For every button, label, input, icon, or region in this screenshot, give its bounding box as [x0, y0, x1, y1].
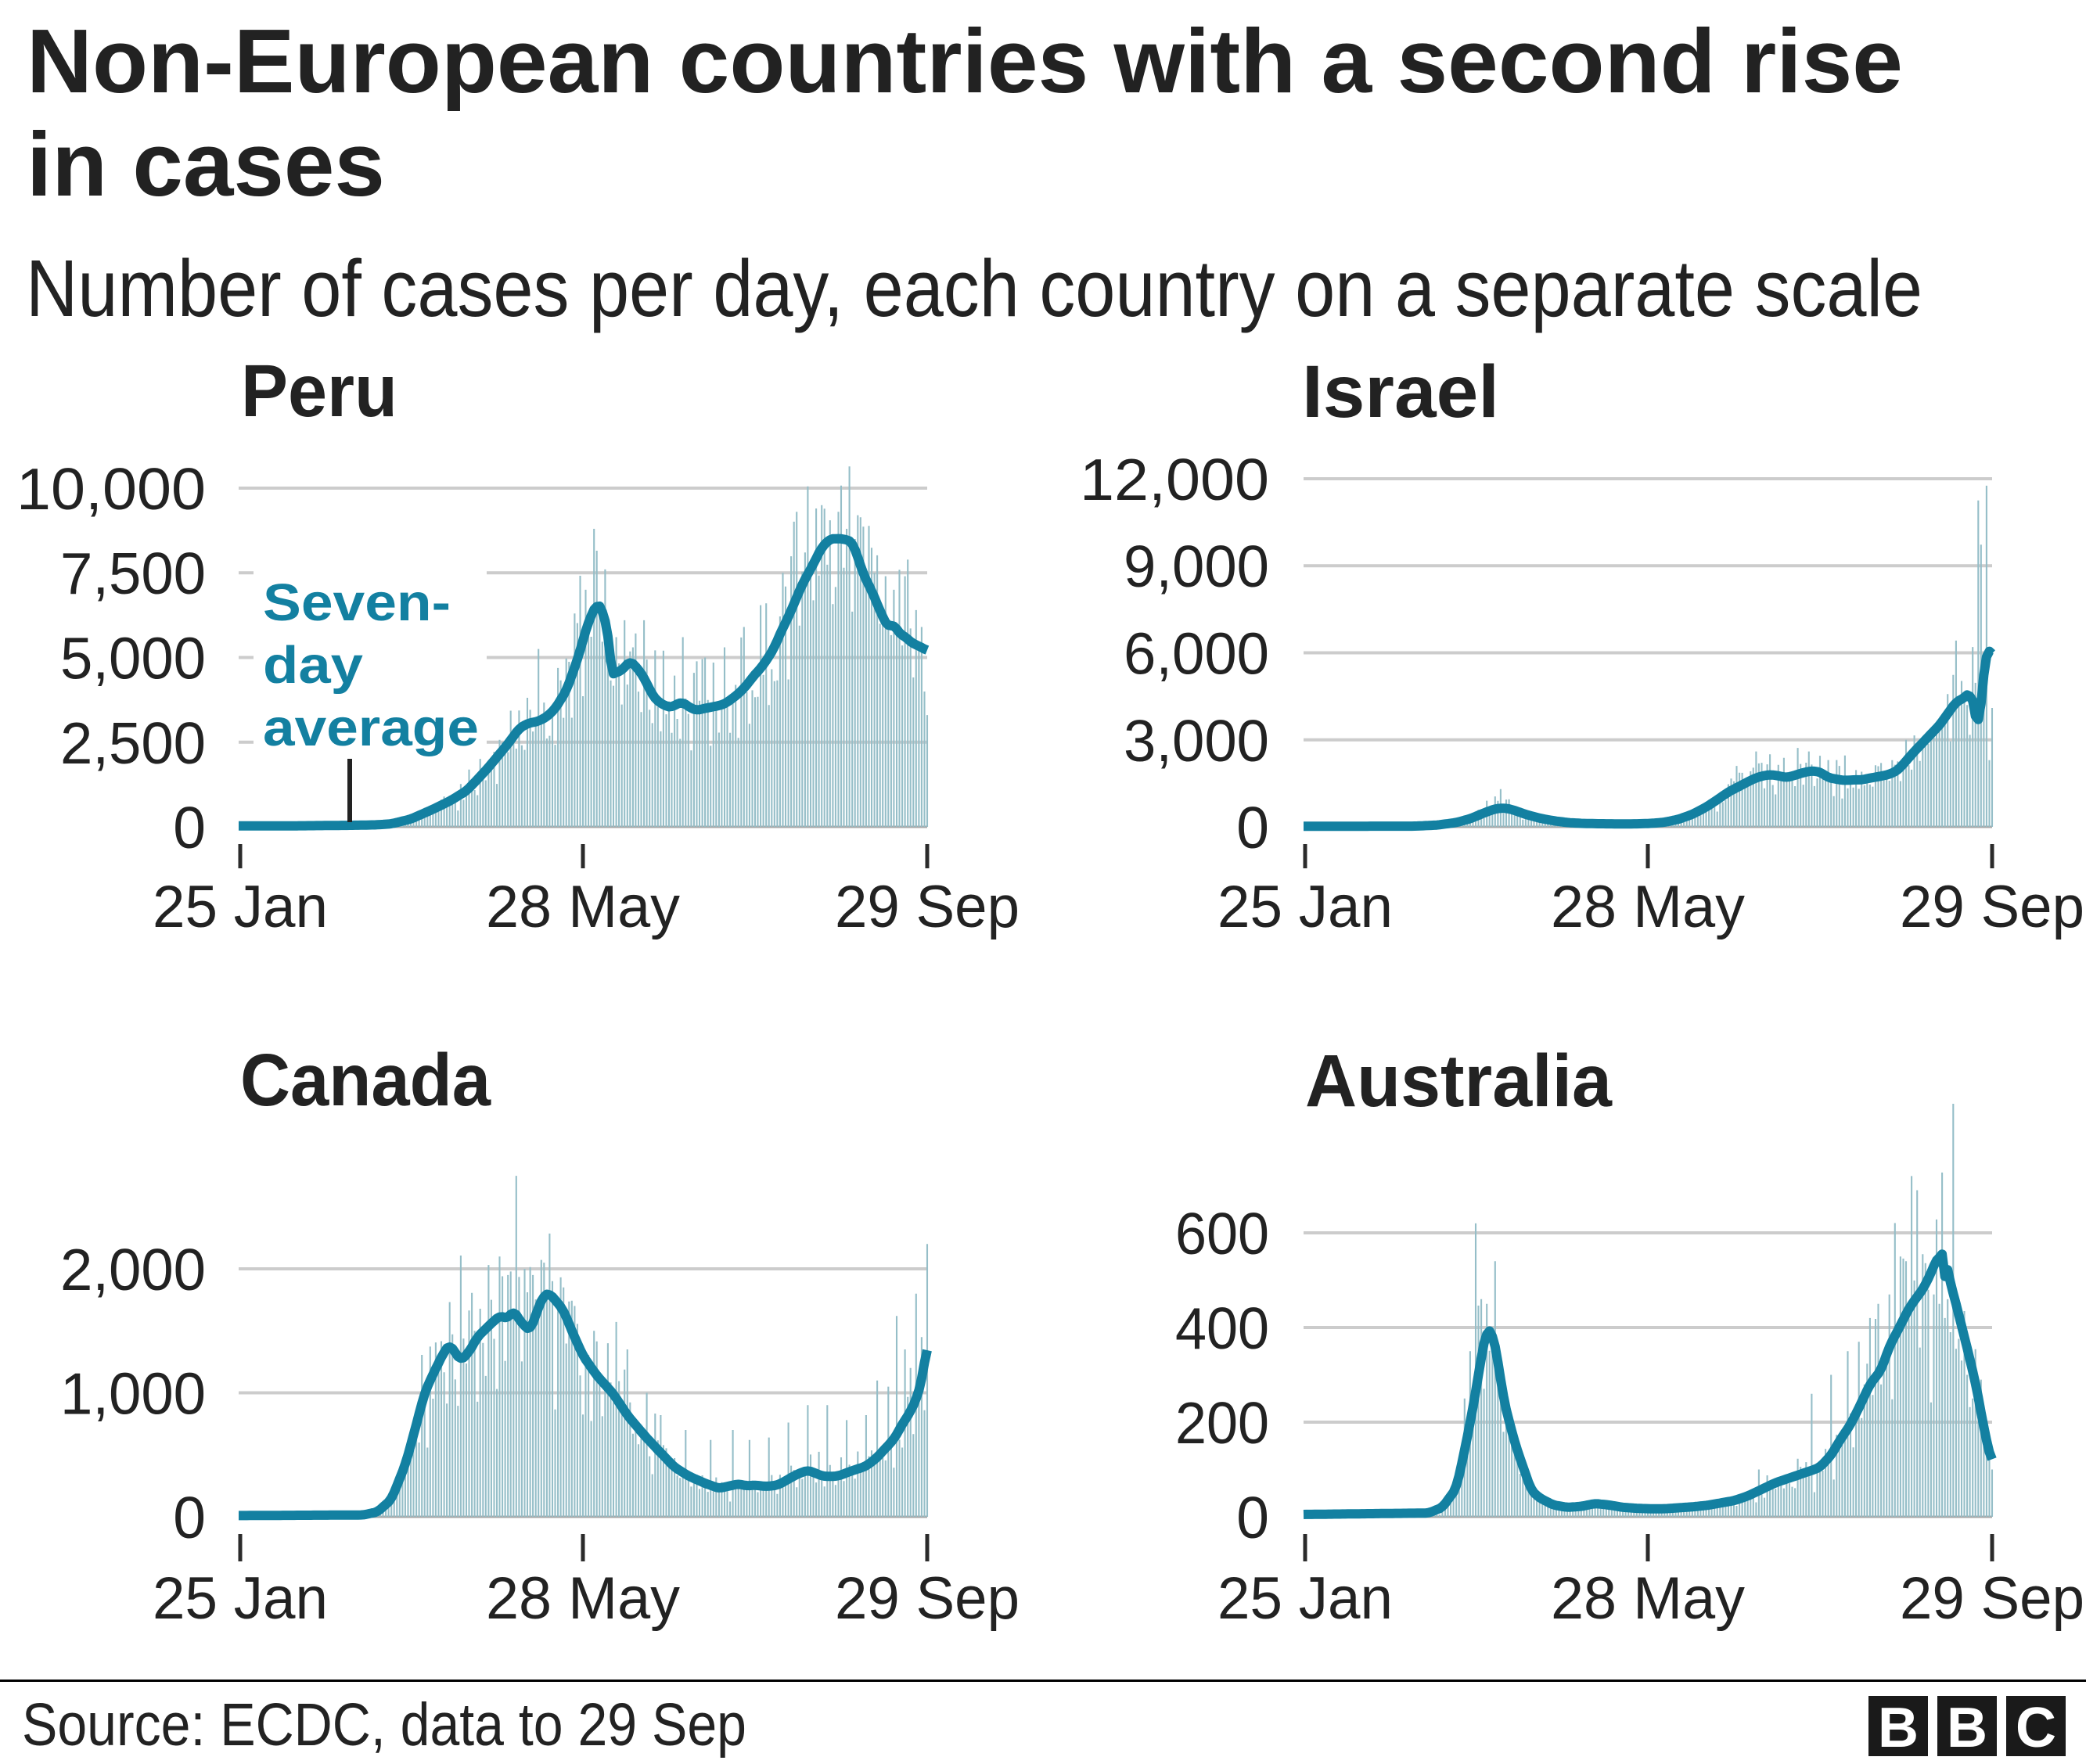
svg-text:28 May: 28 May: [1551, 874, 1745, 940]
svg-text:400: 400: [1175, 1295, 1269, 1361]
svg-text:200: 200: [1175, 1390, 1269, 1456]
svg-text:29 Sep: 29 Sep: [835, 874, 1020, 940]
svg-text:in cases: in cases: [27, 113, 385, 215]
svg-text:day: day: [263, 636, 363, 695]
svg-text:1,000: 1,000: [60, 1361, 206, 1427]
svg-text:25 Jan: 25 Jan: [1217, 874, 1393, 940]
svg-text:7,500: 7,500: [60, 541, 206, 606]
svg-text:0: 0: [173, 795, 206, 860]
svg-text:2,500: 2,500: [60, 710, 206, 776]
svg-text:Israel: Israel: [1302, 350, 1499, 433]
svg-text:B: B: [1947, 1697, 1987, 1759]
svg-text:average: average: [263, 699, 479, 757]
svg-text:28 May: 28 May: [1551, 1565, 1745, 1632]
svg-text:Peru: Peru: [241, 350, 397, 433]
svg-text:0: 0: [173, 1485, 206, 1550]
svg-text:2,000: 2,000: [60, 1237, 206, 1302]
svg-text:10,000: 10,000: [16, 456, 206, 522]
svg-text:28 May: 28 May: [486, 1565, 680, 1632]
svg-text:29 Sep: 29 Sep: [835, 1565, 1020, 1632]
svg-text:C: C: [2016, 1697, 2056, 1759]
svg-text:28 May: 28 May: [486, 874, 680, 940]
svg-text:25 Jan: 25 Jan: [153, 1565, 328, 1632]
svg-text:Source: ECDC, data to 29 Sep: Source: ECDC, data to 29 Sep: [22, 1691, 746, 1759]
svg-text:0: 0: [1236, 1485, 1269, 1550]
svg-text:B: B: [1878, 1697, 1919, 1759]
svg-text:5,000: 5,000: [60, 626, 206, 692]
svg-text:9,000: 9,000: [1124, 534, 1269, 599]
svg-text:29 Sep: 29 Sep: [1900, 874, 2084, 940]
svg-text:12,000: 12,000: [1080, 447, 1269, 512]
svg-text:Non-European countries with a: Non-European countries with a second ris…: [27, 10, 1903, 112]
svg-text:Australia: Australia: [1305, 1040, 1613, 1123]
svg-text:6,000: 6,000: [1124, 621, 1269, 687]
svg-text:0: 0: [1236, 795, 1269, 860]
svg-text:29 Sep: 29 Sep: [1900, 1565, 2084, 1632]
svg-text:Seven-: Seven-: [263, 573, 451, 632]
svg-text:Canada: Canada: [240, 1039, 491, 1122]
svg-text:Number of cases per day, each: Number of cases per day, each country on…: [26, 243, 1922, 333]
svg-text:600: 600: [1175, 1201, 1269, 1266]
svg-text:25 Jan: 25 Jan: [1217, 1565, 1393, 1632]
svg-text:3,000: 3,000: [1124, 708, 1269, 774]
svg-text:25 Jan: 25 Jan: [153, 874, 328, 940]
